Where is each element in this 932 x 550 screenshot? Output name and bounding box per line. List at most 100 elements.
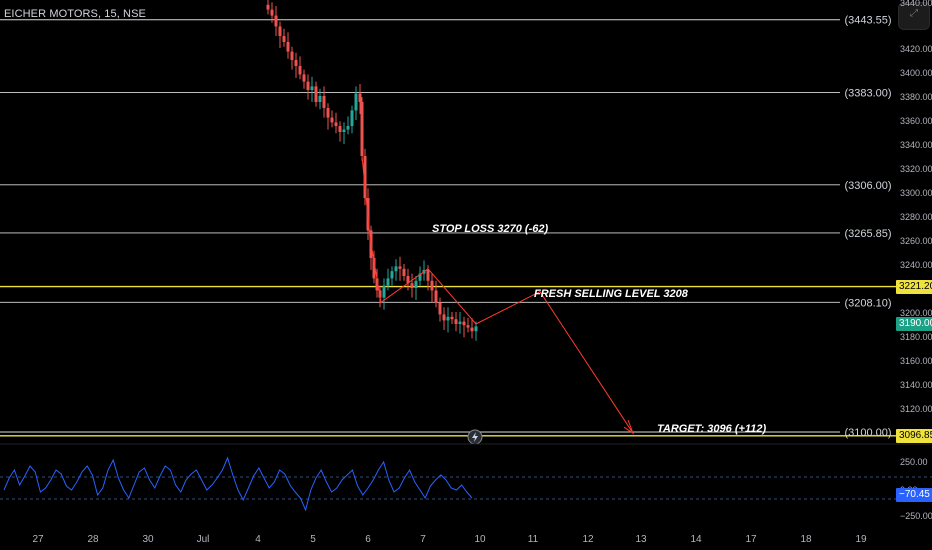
level-label: (3306.00): [844, 180, 891, 192]
candle-body: [450, 316, 454, 320]
price-tick-label: 3120.00: [900, 404, 932, 414]
price-tick-label: 3320.00: [900, 164, 932, 174]
candle-body: [458, 321, 462, 324]
candle-body: [402, 268, 406, 276]
price-tick-label: 3380.00: [900, 92, 932, 102]
candle-body: [350, 110, 354, 126]
candle-body: [302, 74, 306, 82]
candle-body: [375, 278, 379, 291]
indicator-tick-label: 250.00: [900, 457, 928, 467]
candle-body: [430, 280, 434, 291]
candle-body: [386, 278, 390, 286]
price-tick-label: 3140.00: [900, 380, 932, 390]
time-tick-label: 12: [582, 534, 594, 545]
lightning-icon[interactable]: [467, 429, 483, 445]
time-tick-label: 4: [255, 534, 261, 545]
candle-body: [470, 327, 474, 332]
time-tick-label: 30: [142, 534, 154, 545]
price-tick-label: 3440.00: [900, 0, 932, 8]
candle-body: [462, 321, 466, 326]
candle-body: [318, 96, 322, 102]
candle-body: [298, 66, 302, 75]
level-label: (3208.10): [844, 297, 891, 309]
price-tick-label: 3160.00: [900, 356, 932, 366]
price-tick-label: 3400.00: [900, 68, 932, 78]
level-label: (3383.00): [844, 87, 891, 99]
candle-body: [270, 9, 274, 16]
yellow-level-tag-lower: 3096.85: [896, 428, 932, 443]
current-price-tag: 3190.00: [896, 317, 932, 331]
time-tick-label: 10: [474, 534, 486, 545]
candle-body: [334, 122, 338, 126]
candle-body: [286, 42, 290, 52]
candle-body: [306, 81, 310, 90]
time-tick-label: 18: [800, 534, 812, 545]
candle-body: [410, 283, 414, 288]
candle-body: [314, 86, 318, 102]
candle-body: [363, 156, 367, 198]
candle-body: [466, 325, 470, 328]
candle-body: [390, 271, 394, 279]
candle-body: [442, 314, 446, 321]
candle-body: [338, 126, 342, 132]
candle-body: [414, 280, 418, 288]
candle-body: [426, 270, 430, 281]
lightning-icon-bolt: [472, 432, 478, 442]
candle-body: [406, 276, 410, 284]
indicator-line: [3, 456, 473, 512]
time-tick-label: 14: [690, 534, 702, 545]
candle-body: [266, 4, 270, 10]
candle-body: [294, 60, 298, 66]
candle-body: [372, 258, 376, 279]
candle-body: [354, 93, 358, 111]
candle-body: [322, 96, 326, 108]
expand-icon[interactable]: ⤢: [898, 2, 930, 30]
forecast-path: [361, 155, 634, 434]
time-tick-label: Jul: [197, 534, 210, 545]
yellow-level-tag-upper: 3221.20: [896, 279, 932, 294]
candle-body: [274, 15, 278, 27]
time-tick-label: 17: [745, 534, 757, 545]
indicator-tick-label: −250.00: [900, 511, 932, 521]
stop-loss-label: STOP LOSS 3270 (-62): [432, 223, 548, 235]
candle-body: [418, 273, 422, 281]
candle-body: [346, 126, 350, 130]
time-tick-label: 27: [32, 534, 44, 545]
candle-body: [398, 266, 402, 269]
time-tick-label: 6: [365, 534, 371, 545]
level-label: (3100.00): [844, 427, 891, 439]
candle-body: [310, 86, 314, 90]
candle-body: [290, 51, 294, 60]
price-tick-label: 3300.00: [900, 188, 932, 198]
time-tick-label: 7: [420, 534, 426, 545]
candle-body: [282, 36, 286, 42]
level-label: (3265.85): [844, 228, 891, 240]
price-tick-label: 3280.00: [900, 212, 932, 222]
candle-body: [342, 129, 346, 132]
candle-body: [394, 266, 398, 272]
price-tick-label: 3340.00: [900, 140, 932, 150]
candle-body: [360, 102, 364, 156]
time-tick-label: 19: [855, 534, 867, 545]
price-tick-label: 3180.00: [900, 332, 932, 342]
candle-body: [434, 290, 438, 303]
candle-body: [278, 26, 282, 36]
fresh-selling-label: FRESH SELLING LEVEL 3208: [534, 288, 689, 300]
candle-body: [446, 316, 450, 321]
price-tick-label: 3260.00: [900, 236, 932, 246]
price-tick-label: 3200.00: [900, 308, 932, 318]
candle-body: [454, 319, 458, 324]
arrow-head: [623, 419, 635, 435]
symbol-label: EICHER MOTORS, 15, NSE: [4, 8, 146, 20]
time-tick-label: 13: [635, 534, 647, 545]
candle-body: [326, 108, 330, 118]
price-tick-label: 3360.00: [900, 116, 932, 126]
price-tick-label: 3240.00: [900, 260, 932, 270]
price-tick-label: 3420.00: [900, 44, 932, 54]
indicator-value-tag: −70.45: [896, 488, 932, 502]
candle-body: [330, 117, 334, 123]
candle-body: [474, 326, 478, 332]
candle-body: [382, 285, 386, 298]
